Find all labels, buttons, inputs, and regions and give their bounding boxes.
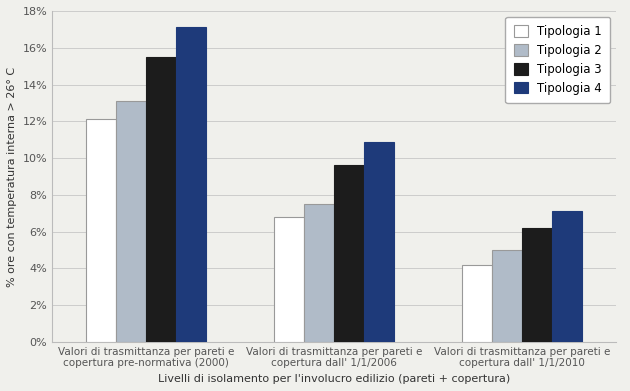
Bar <box>86 120 116 342</box>
Bar <box>304 204 334 342</box>
Bar <box>364 142 394 342</box>
Y-axis label: % ore con temperatura interna > 26° C: % ore con temperatura interna > 26° C <box>7 66 17 287</box>
Bar <box>116 101 146 342</box>
Bar <box>492 250 522 342</box>
Legend: Tipologia 1, Tipologia 2, Tipologia 3, Tipologia 4: Tipologia 1, Tipologia 2, Tipologia 3, T… <box>505 17 610 103</box>
Bar <box>553 212 582 342</box>
Bar <box>176 27 206 342</box>
Bar <box>462 265 492 342</box>
Bar <box>334 165 364 342</box>
Bar <box>146 57 176 342</box>
Bar <box>522 228 553 342</box>
X-axis label: Livelli di isolamento per l'involucro edilizio (pareti + copertura): Livelli di isolamento per l'involucro ed… <box>158 374 510 384</box>
Bar <box>274 217 304 342</box>
